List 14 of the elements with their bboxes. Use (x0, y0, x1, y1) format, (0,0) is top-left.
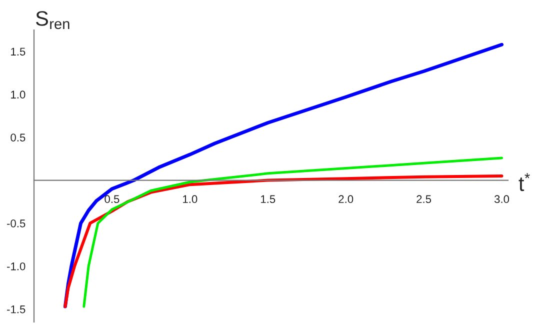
y-tick-label: 1.5 (11, 48, 26, 56)
x-tick-label: 0.5 (104, 195, 120, 204)
x-tick-label: 3.0 (494, 195, 510, 204)
x-axis-title: t$^{*}$ (518, 173, 530, 192)
x-tick-label: 2.5 (416, 195, 432, 204)
y-tick-label: -1.5 (7, 306, 26, 314)
x-tick-label: 1.5 (261, 195, 276, 204)
y-tick-label: 1.0 (11, 90, 26, 99)
y-tick-label: 0.5 (10, 134, 26, 142)
x-tick-label: 2.0 (338, 195, 354, 204)
x-tick-label: 1.0 (183, 195, 198, 204)
y-tick-label: -0.5 (7, 220, 26, 228)
y-axis-title: S$_{ren}$ (36, 11, 70, 30)
y-tick-label: -1.0 (7, 262, 26, 270)
